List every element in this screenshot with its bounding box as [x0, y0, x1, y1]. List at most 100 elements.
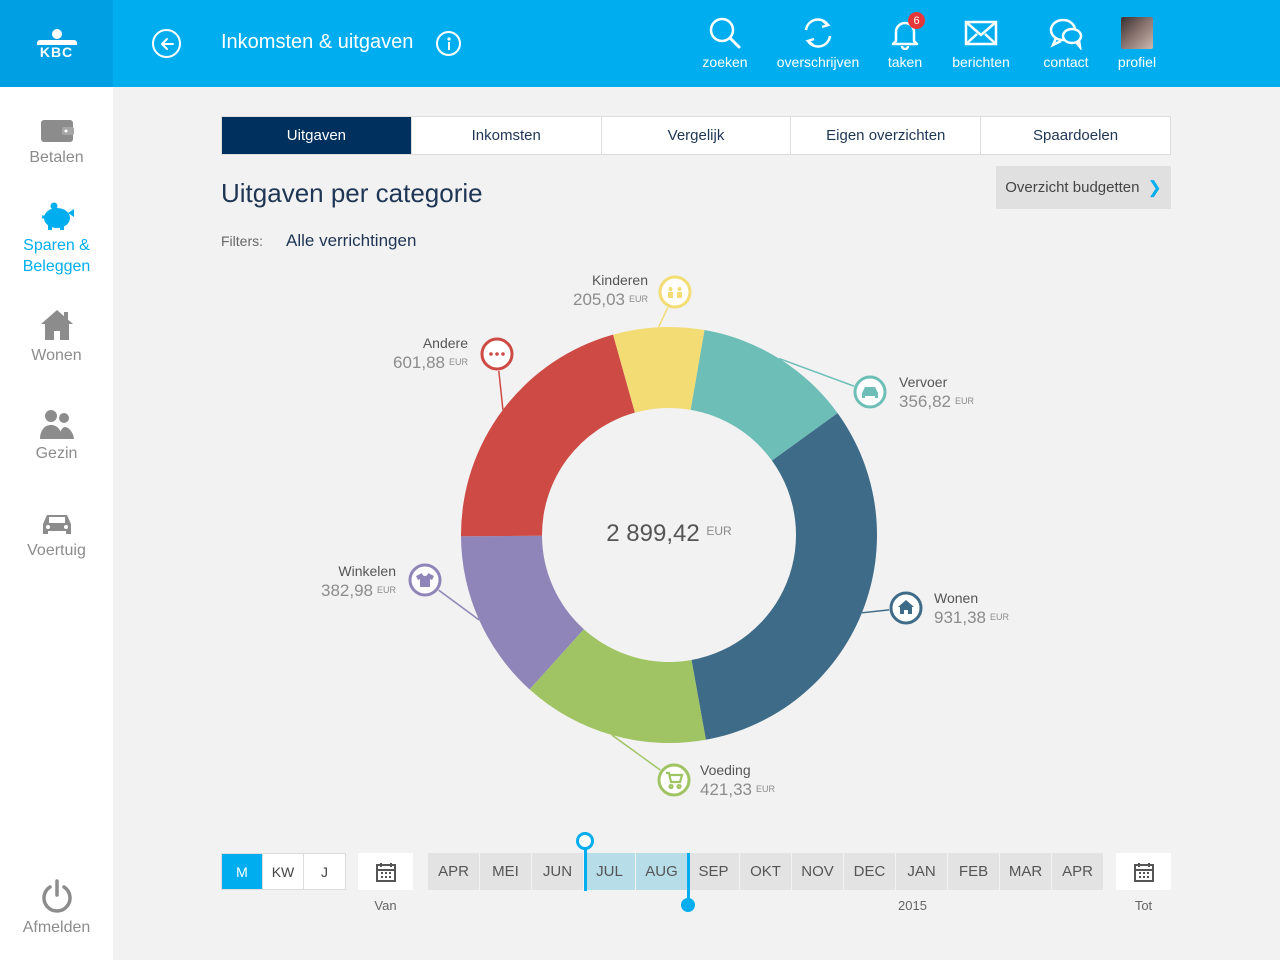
category-label-andere: Andere	[422, 335, 468, 351]
calendar-icon	[375, 862, 396, 882]
category-label-vervoer: Vervoer	[899, 374, 948, 390]
sidebar-item-betalen[interactable]: Betalen	[0, 117, 113, 168]
wallet-icon	[40, 120, 74, 142]
nav-label: zoeken	[702, 54, 748, 70]
arrow-left-icon	[160, 37, 174, 50]
transfer-icon	[804, 18, 832, 48]
month-okt-6[interactable]: OKT	[740, 853, 791, 890]
nav-taken[interactable]: 6 taken	[855, 12, 955, 70]
month-mei-1[interactable]: MEI	[480, 853, 531, 890]
month-jun-2[interactable]: JUN	[532, 853, 583, 890]
cart-icon[interactable]	[657, 763, 691, 797]
slice-vervoer[interactable]	[690, 330, 838, 461]
nav-profiel[interactable]: profiel	[1087, 14, 1187, 70]
leader-line-kinderen	[657, 307, 669, 328]
month-aug-4[interactable]: AUG	[636, 853, 687, 890]
sidebar-item-label: Betalen	[29, 149, 84, 166]
slice-winkelen[interactable]	[461, 535, 584, 690]
more-icon[interactable]	[480, 337, 514, 371]
nav-contact[interactable]: contact	[1016, 14, 1116, 70]
period-month[interactable]: M	[222, 854, 263, 889]
tab-spaardoelen[interactable]: Spaardoelen	[1033, 127, 1119, 144]
nav-label: contact	[1043, 54, 1089, 70]
logout-button[interactable]: Afmelden	[0, 879, 113, 938]
search-icon	[709, 17, 741, 49]
month-jul-3[interactable]: JUL	[584, 853, 635, 890]
chat-icon	[1049, 18, 1083, 50]
nav-overschrijven[interactable]: overschrijven	[768, 14, 868, 70]
category-label-wonen: Wonen	[934, 590, 979, 606]
slice-andere[interactable]	[461, 334, 635, 537]
slice-kinderen[interactable]	[613, 327, 705, 413]
from-date-button[interactable]	[358, 853, 413, 890]
logout-label: Afmelden	[22, 919, 91, 936]
tab-uitgaven[interactable]: Uitgaven	[222, 117, 412, 154]
nav-label: overschrijven	[776, 54, 860, 70]
top-bar: KBC Inkomsten & uitgaven zoeken overschr…	[0, 0, 1280, 87]
range-start-line	[584, 848, 587, 891]
sidebar-item-sparen-beleggen[interactable]: Sparen & Beleggen	[0, 201, 113, 277]
category-value-kinderen: 205,03 EUR	[572, 290, 648, 309]
month-mar-11[interactable]: MAR	[1000, 853, 1051, 890]
month-nov-7[interactable]: NOV	[792, 853, 843, 890]
car-icon	[42, 515, 71, 534]
piggy-bank-icon	[41, 202, 74, 230]
to-date-button[interactable]	[1116, 853, 1171, 890]
range-end-line	[687, 853, 690, 903]
from-label: Van	[374, 898, 397, 913]
nav-berichten[interactable]: berichten	[931, 14, 1031, 70]
month-jan-9[interactable]: JAN	[896, 853, 947, 890]
period-selector: M KW J	[221, 853, 346, 890]
category-value-winkelen: 382,98 EUR	[320, 581, 396, 600]
category-value-andere: 601,88 EUR	[392, 353, 468, 372]
filter-value[interactable]: Alle verrichtingen	[286, 231, 417, 250]
month-dec-8[interactable]: DEC	[844, 853, 895, 890]
car-icon[interactable]	[853, 375, 887, 409]
info-button[interactable]	[436, 31, 461, 56]
total-unit: EUR	[706, 524, 732, 538]
sidebar: Betalen Sparen & Beleggen Wonen Gezin Vo…	[0, 87, 113, 960]
month-feb-10[interactable]: FEB	[948, 853, 999, 890]
leader-line-vervoer	[778, 357, 855, 387]
nav-zoeken[interactable]: zoeken	[675, 14, 775, 70]
sidebar-item-wonen[interactable]: Wonen	[0, 309, 113, 366]
children-icon[interactable]	[658, 275, 692, 309]
period-year[interactable]: J	[321, 863, 328, 880]
category-label-winkelen: Winkelen	[338, 563, 396, 579]
tab-eigen-overzichten[interactable]: Eigen overzichten	[791, 117, 982, 154]
house-icon[interactable]	[889, 591, 923, 625]
house-icon	[40, 310, 73, 340]
info-icon	[446, 36, 451, 50]
nav-label: taken	[887, 54, 923, 70]
notification-badge: 6	[908, 12, 925, 29]
logo-text: KBC	[39, 43, 74, 60]
chart-total: 2 899,42 EUR	[569, 520, 769, 548]
leader-line-winkelen	[438, 589, 480, 621]
month-apr-0[interactable]: APR	[428, 853, 479, 890]
sidebar-item-gezin[interactable]: Gezin	[0, 409, 113, 464]
nav-label: berichten	[952, 54, 1010, 70]
sidebar-item-voertuig[interactable]: Voertuig	[0, 512, 113, 561]
back-button[interactable]	[152, 29, 181, 58]
calendar-icon	[1133, 862, 1154, 882]
budget-overview-button[interactable]: Overzicht budgetten ❯	[996, 166, 1171, 209]
tab-inkomsten[interactable]: Inkomsten	[412, 117, 602, 154]
tab-vergelijk[interactable]: Vergelijk	[602, 117, 792, 154]
sidebar-item-label: Gezin	[35, 445, 78, 462]
avatar	[1121, 17, 1153, 49]
period-quarter[interactable]: KW	[263, 854, 304, 889]
range-start-handle[interactable]	[576, 832, 594, 850]
month-apr-12[interactable]: APR	[1052, 853, 1103, 890]
sidebar-item-label: Sparen & Beleggen	[22, 237, 91, 275]
month-sep-5[interactable]: SEP	[688, 853, 739, 890]
leader-line-andere	[498, 370, 504, 410]
budget-button-label: Overzicht budgetten	[1005, 179, 1140, 196]
slice-wonen[interactable]	[691, 413, 877, 740]
kbc-logo[interactable]: KBC	[0, 0, 113, 87]
to-label: Tot	[1134, 898, 1153, 913]
slice-voeding[interactable]	[529, 629, 706, 743]
nav-label: profiel	[1117, 54, 1157, 70]
shirt-icon[interactable]	[408, 563, 442, 597]
range-end-handle[interactable]	[681, 898, 695, 912]
